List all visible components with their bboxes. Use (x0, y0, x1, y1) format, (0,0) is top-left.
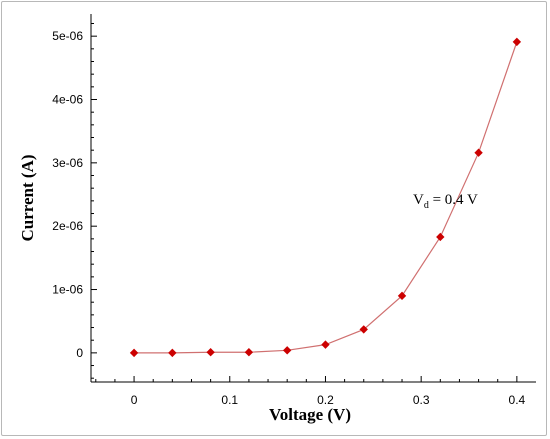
y-tick-label: 5e-06 (52, 29, 83, 43)
y-tick-label: 3e-06 (52, 156, 83, 170)
y-tick-label: 0 (76, 346, 83, 360)
x-axis-label: Voltage (V) (269, 405, 351, 424)
y-ticks: 0 1e-06 2e-06 3e-06 4e-06 5e-06 (52, 23, 97, 379)
y-tick-label: 1e-06 (52, 283, 83, 297)
y-axis-label: Current (A) (18, 154, 37, 241)
data-point-marker (321, 340, 330, 349)
annotation-rest: = 0.4 V (429, 192, 478, 208)
x-ticks: 0 0.1 0.2 0.3 0.4 (95, 376, 526, 407)
y-tick-label: 4e-06 (52, 93, 83, 107)
x-tick-label: 0.4 (509, 393, 526, 407)
x-tick-label: 0.2 (317, 393, 334, 407)
data-point-marker (244, 348, 254, 357)
axes (90, 14, 536, 383)
data-point-marker (474, 148, 483, 157)
data-point-marker (168, 348, 177, 358)
x-tick-label: 0 (131, 393, 138, 407)
data-point-marker (129, 348, 139, 358)
data-point-marker (282, 346, 292, 355)
x-tick-label: 0.3 (413, 393, 430, 407)
annotation-label: Vd = 0.4 V (413, 192, 478, 211)
data-point-marker (206, 348, 215, 357)
y-tick-label: 2e-06 (52, 219, 83, 233)
data-point-marker (512, 37, 522, 47)
x-tick-label: 0.1 (221, 393, 238, 407)
data-point-marker (397, 291, 407, 301)
data-point-marker (436, 232, 445, 242)
annotation-main: V (413, 192, 424, 208)
annotation-subscript: d (424, 200, 429, 211)
data-point-marker (359, 325, 368, 334)
series-markers (129, 37, 522, 358)
